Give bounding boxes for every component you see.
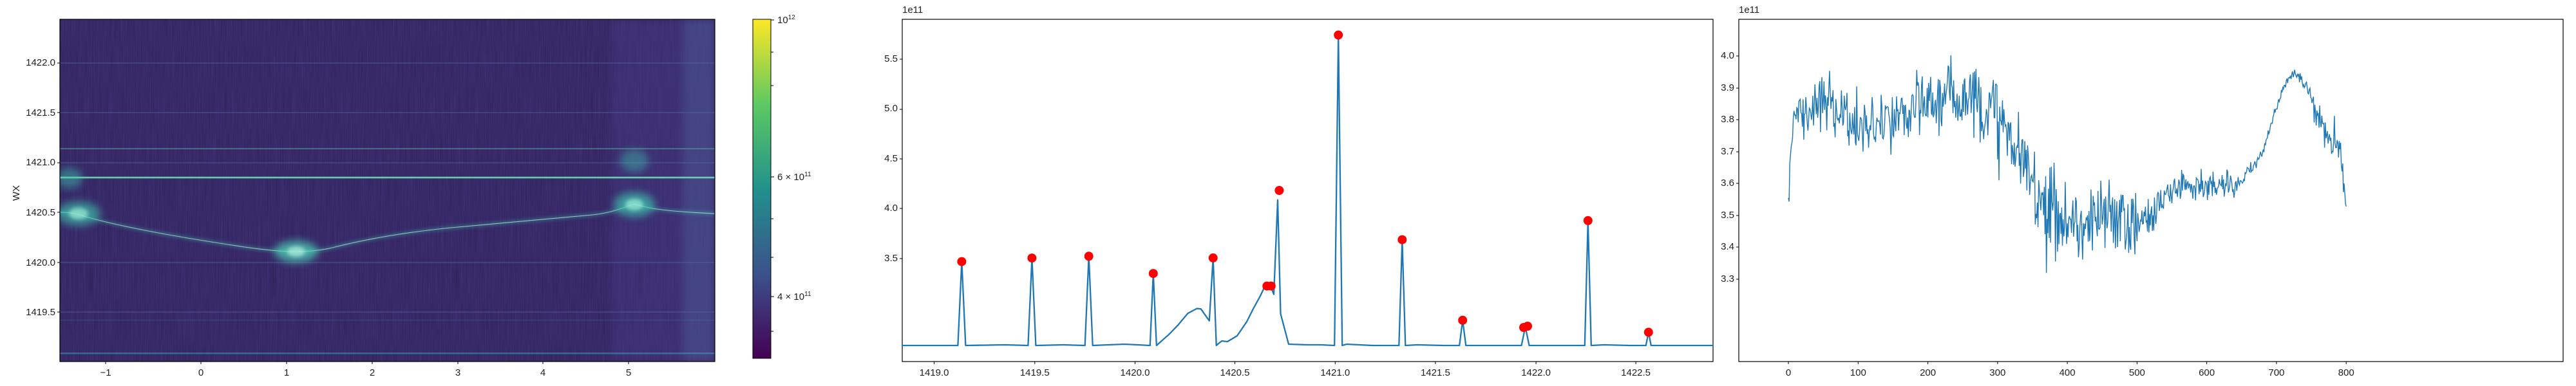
svg-text:700: 700 xyxy=(2268,367,2284,378)
svg-text:100: 100 xyxy=(1850,367,1866,378)
svg-text:1: 1 xyxy=(284,367,289,378)
svg-text:1420.0: 1420.0 xyxy=(26,257,55,268)
svg-text:4.5: 4.5 xyxy=(884,153,898,164)
svg-text:1e11: 1e11 xyxy=(902,5,923,15)
svg-text:−1: −1 xyxy=(100,367,111,378)
svg-text:1422.0: 1422.0 xyxy=(26,57,55,68)
svg-text:3.8: 3.8 xyxy=(1721,114,1734,125)
svg-text:1421.0: 1421.0 xyxy=(26,157,55,168)
svg-text:3.6: 3.6 xyxy=(1721,178,1734,188)
svg-text:3: 3 xyxy=(455,367,460,378)
svg-text:1422.5: 1422.5 xyxy=(1621,367,1651,378)
svg-text:1422.0: 1422.0 xyxy=(1521,367,1551,378)
svg-text:5.5: 5.5 xyxy=(884,53,898,64)
svg-text:4: 4 xyxy=(540,367,545,378)
svg-text:600: 600 xyxy=(2199,367,2215,378)
svg-text:1421.0: 1421.0 xyxy=(1320,367,1350,378)
svg-text:800: 800 xyxy=(2338,367,2354,378)
svg-text:400: 400 xyxy=(2060,367,2076,378)
svg-text:4.0: 4.0 xyxy=(1721,50,1734,61)
svg-text:0: 0 xyxy=(198,367,204,378)
svg-text:1e11: 1e11 xyxy=(1739,5,1759,15)
svg-text:500: 500 xyxy=(2129,367,2145,378)
svg-text:2: 2 xyxy=(370,367,375,378)
svg-text:1421.5: 1421.5 xyxy=(1421,367,1450,378)
svg-text:3.9: 3.9 xyxy=(1721,82,1734,93)
svg-text:1421.5: 1421.5 xyxy=(26,107,55,118)
svg-text:1419.5: 1419.5 xyxy=(1020,367,1050,378)
svg-text:3.5: 3.5 xyxy=(884,253,898,264)
svg-text:300: 300 xyxy=(1989,367,2005,378)
svg-text:3.3: 3.3 xyxy=(1721,273,1734,284)
svg-text:5.0: 5.0 xyxy=(884,103,898,114)
svg-text:1419.0: 1419.0 xyxy=(920,367,949,378)
svg-text:200: 200 xyxy=(1920,367,1936,378)
svg-text:1420.5: 1420.5 xyxy=(26,207,55,218)
svg-text:4.0: 4.0 xyxy=(884,203,898,214)
svg-text:3.5: 3.5 xyxy=(1721,210,1734,221)
svg-text:1420.5: 1420.5 xyxy=(1220,367,1250,378)
svg-text:3.4: 3.4 xyxy=(1721,241,1734,252)
svg-text:WX: WX xyxy=(11,185,22,201)
svg-text:5: 5 xyxy=(626,367,631,378)
svg-text:0: 0 xyxy=(1786,367,1791,378)
svg-text:1420.0: 1420.0 xyxy=(1121,367,1150,378)
svg-text:3.7: 3.7 xyxy=(1721,146,1734,157)
svg-text:1419.5: 1419.5 xyxy=(26,307,55,318)
